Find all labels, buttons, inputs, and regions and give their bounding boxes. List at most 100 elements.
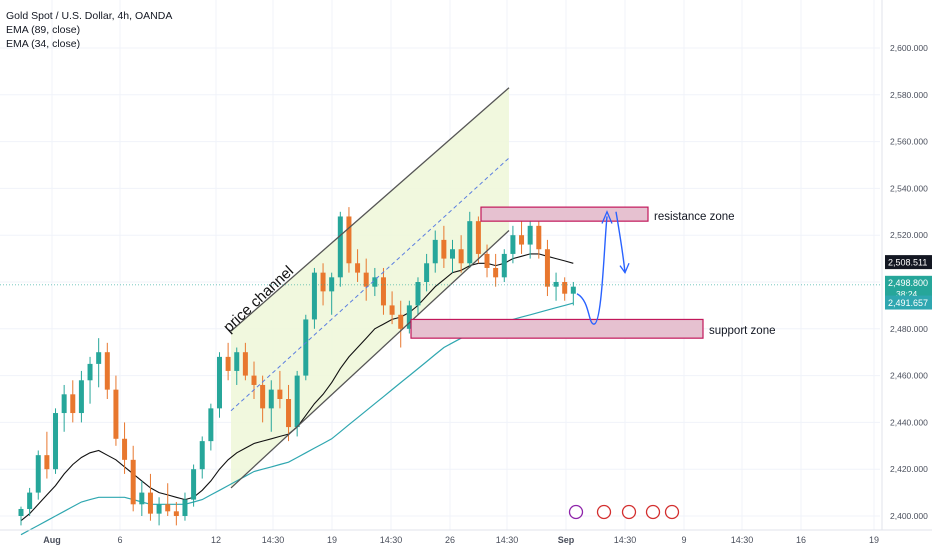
candle: [44, 455, 50, 470]
resistance-zone: [480, 206, 649, 222]
projection-path: [576, 216, 608, 325]
economic-event-icon: [664, 504, 680, 520]
candle: [398, 314, 404, 329]
channel-lower-line: [230, 230, 510, 489]
ema89-price-label: 2,491.657: [888, 298, 928, 308]
x-tick-label: 26: [445, 535, 455, 545]
candle: [501, 253, 507, 278]
legend-ema89: EMA (89, close): [6, 24, 81, 36]
candle: [268, 389, 274, 409]
support-zone: [410, 318, 704, 339]
channel-fill: [231, 87, 509, 488]
x-tick-label: 16: [796, 535, 806, 545]
projection-arrow-up: [601, 210, 613, 224]
candle: [173, 511, 179, 516]
candle: [286, 399, 292, 428]
candle: [346, 216, 352, 264]
candle: [553, 282, 559, 287]
candle: [510, 235, 516, 254]
x-tick-label: 14:30: [496, 535, 519, 545]
x-tick-label: Sep: [558, 535, 575, 545]
candle: [415, 282, 421, 306]
candle: [139, 492, 145, 505]
candle: [122, 438, 128, 460]
candle: [450, 249, 455, 259]
candle: [260, 384, 266, 409]
x-tick-label: 19: [327, 535, 337, 545]
candle: [329, 277, 335, 292]
y-tick-label: 2,580.000: [890, 90, 928, 100]
ema89-price-tag: [885, 295, 932, 310]
candle: [191, 469, 197, 500]
candle: [182, 499, 188, 516]
candle: [355, 263, 361, 273]
candle: [406, 305, 412, 329]
candle: [544, 249, 550, 287]
candle: [277, 389, 283, 399]
candle: [78, 380, 84, 414]
x-tick-label: 6: [117, 535, 122, 545]
projection-arrow-down: [619, 263, 630, 274]
candle: [225, 356, 231, 371]
x-tick-label: 14:30: [731, 535, 754, 545]
candle: [527, 225, 533, 245]
legend: Gold Spot / U.S. Dollar, 4h, OANDA EMA (…: [6, 9, 172, 51]
countdown-label: 38:24: [896, 289, 918, 299]
candle: [104, 352, 110, 390]
legend-ema34: EMA (34, close): [6, 38, 81, 50]
candle: [311, 272, 317, 320]
candle: [87, 363, 93, 381]
y-tick-label: 2,480.000: [890, 324, 928, 334]
y-tick-label: 2,400.000: [890, 511, 928, 521]
candle: [570, 286, 576, 294]
last-price-label: 2,498.800: [888, 278, 928, 288]
candle: [208, 408, 214, 442]
candle: [216, 356, 222, 409]
candle: [475, 221, 481, 254]
x-tick-label: 14:30: [614, 535, 637, 545]
candle: [303, 319, 309, 376]
candle: [536, 225, 542, 250]
x-tick-label: 19: [869, 535, 879, 545]
candle: [242, 352, 248, 376]
candle: [363, 272, 369, 287]
candle: [96, 352, 102, 364]
x-tick-label: Aug: [43, 535, 61, 545]
candle: [199, 441, 205, 470]
candle: [53, 413, 59, 470]
candle: [562, 282, 568, 294]
projection-path-down: [615, 211, 626, 273]
candle: [27, 492, 33, 509]
candle: [441, 239, 447, 259]
earnings-event-icon: [568, 504, 584, 520]
candle: [424, 263, 430, 282]
resistance-zone-label: resistance zone: [654, 211, 735, 223]
economic-event-icon: [645, 504, 661, 520]
x-tick-label: 14:30: [262, 535, 285, 545]
candle: [484, 253, 490, 268]
candle: [147, 492, 153, 514]
candle: [389, 305, 395, 315]
candle: [294, 375, 300, 428]
candle: [61, 394, 67, 414]
candle: [113, 389, 119, 439]
candle: [458, 249, 464, 264]
support-zone-label: support zone: [709, 325, 776, 337]
candle: [337, 216, 343, 278]
candle: [35, 455, 41, 493]
x-tick-label: 12: [211, 535, 221, 545]
economic-event-icon: [621, 504, 637, 520]
y-tick-label: 2,440.000: [890, 417, 928, 427]
candle: [432, 239, 438, 264]
y-tick-label: 2,600.000: [890, 43, 928, 53]
candle: [130, 459, 136, 505]
candle: [165, 504, 171, 512]
candle: [380, 277, 386, 306]
y-tick-label: 2,420.000: [890, 464, 928, 474]
economic-event-icon: [596, 504, 612, 520]
y-tick-label: 2,540.000: [890, 183, 928, 193]
candle: [156, 504, 162, 514]
